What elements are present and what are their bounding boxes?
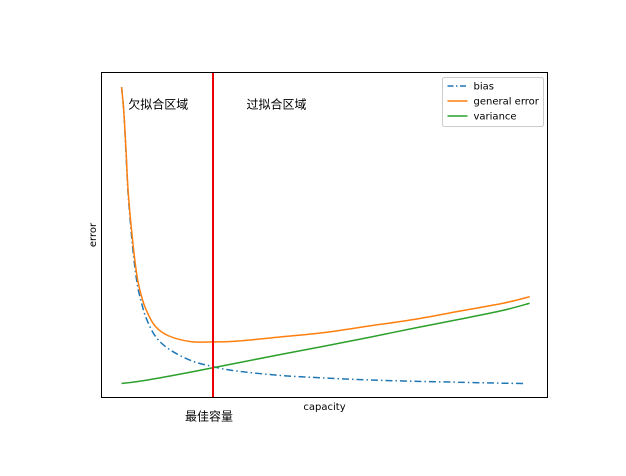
series-line-variance bbox=[121, 302, 530, 385]
y-axis-label: error bbox=[88, 222, 99, 247]
vertical-line-layer: 最佳容量 bbox=[185, 72, 233, 424]
series-line-bias bbox=[120, 87, 526, 385]
legend-label-variance: variance bbox=[474, 112, 517, 123]
plot-frame bbox=[101, 72, 548, 398]
legend: bias general error variance bbox=[442, 77, 544, 127]
optimal-capacity-label: 最佳容量 bbox=[185, 409, 233, 424]
annotation-layer: 欠拟合区域 过拟合区域 bbox=[128, 96, 306, 111]
legend-label-general-error: general error bbox=[474, 97, 540, 108]
x-axis-label: capacity bbox=[303, 402, 345, 413]
legend-label-bias: bias bbox=[474, 82, 494, 93]
legend-box bbox=[442, 77, 544, 127]
series-line-general-error bbox=[120, 87, 530, 343]
series-layer bbox=[120, 87, 530, 385]
region-annotation-2: 过拟合区域 bbox=[246, 96, 306, 111]
region-annotation-1: 欠拟合区域 bbox=[128, 96, 188, 111]
